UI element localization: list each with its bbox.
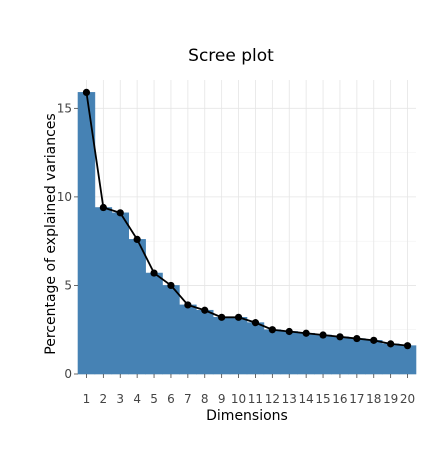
bar bbox=[381, 343, 400, 375]
bar bbox=[398, 345, 417, 375]
y-tick-label: 0 bbox=[64, 367, 72, 381]
data-point bbox=[234, 313, 243, 321]
x-tick-label: 13 bbox=[282, 392, 297, 406]
bar bbox=[297, 332, 315, 375]
x-tick-label: 12 bbox=[265, 392, 280, 406]
data-point bbox=[167, 281, 175, 290]
data-point bbox=[336, 333, 344, 341]
x-tick-label: 6 bbox=[167, 392, 175, 406]
bar bbox=[348, 338, 366, 375]
x-tick-label: 15 bbox=[315, 392, 330, 406]
data-point bbox=[319, 331, 327, 339]
point-series bbox=[82, 88, 412, 350]
data-point bbox=[150, 269, 158, 277]
data-point bbox=[302, 329, 310, 337]
data-point bbox=[268, 326, 276, 334]
data-point bbox=[116, 209, 124, 217]
bar bbox=[111, 212, 130, 375]
x-axis-ticks: 1 2 3 4 5 6 7 8 9 10 11 12 13 14 15 16 17 18 19 20 bbox=[83, 374, 415, 406]
data-point bbox=[353, 334, 361, 343]
bar bbox=[280, 331, 298, 375]
data-point bbox=[184, 301, 192, 309]
x-tick-label: 8 bbox=[201, 392, 209, 406]
x-tick-label: 5 bbox=[150, 392, 158, 406]
data-point bbox=[82, 88, 91, 96]
data-point bbox=[285, 327, 293, 336]
x-tick-label: 19 bbox=[383, 392, 398, 406]
bar bbox=[196, 309, 214, 375]
bar bbox=[94, 207, 113, 375]
y-tick-label: 10 bbox=[57, 190, 72, 204]
bar bbox=[212, 317, 231, 375]
data-point bbox=[218, 313, 226, 321]
y-tick-label: 15 bbox=[57, 101, 72, 115]
data-point bbox=[251, 319, 260, 327]
bar bbox=[179, 304, 197, 375]
x-tick-label: 16 bbox=[332, 392, 347, 406]
data-point bbox=[370, 336, 378, 344]
x-tick-label: 18 bbox=[366, 392, 381, 406]
x-tick-label: 3 bbox=[116, 392, 124, 406]
x-tick-label: 2 bbox=[100, 392, 108, 406]
x-tick-label: 17 bbox=[349, 392, 364, 406]
bar bbox=[162, 285, 180, 375]
x-tick-label: 14 bbox=[299, 392, 314, 406]
y-axis-ticks: 0 5 10 15 bbox=[57, 101, 78, 381]
bar bbox=[314, 334, 332, 375]
bar bbox=[128, 239, 146, 375]
data-point bbox=[133, 235, 141, 243]
x-tick-label: 9 bbox=[218, 392, 226, 406]
bar bbox=[229, 317, 248, 375]
y-axis-title: Percentage of explained variances bbox=[43, 113, 59, 354]
bar bbox=[364, 340, 383, 375]
chart-title: Scree plot bbox=[188, 46, 274, 66]
data-point bbox=[403, 342, 412, 350]
y-tick-label: 5 bbox=[64, 278, 72, 292]
x-tick-label: 7 bbox=[184, 392, 192, 406]
data-point bbox=[99, 203, 107, 212]
x-tick-label: 11 bbox=[248, 392, 263, 406]
x-tick-label: 1 bbox=[83, 392, 91, 406]
data-point bbox=[387, 340, 395, 348]
x-tick-label: 10 bbox=[231, 392, 246, 406]
bar bbox=[246, 322, 265, 375]
x-tick-label: 20 bbox=[400, 392, 415, 406]
data-point bbox=[201, 306, 209, 314]
bar bbox=[331, 336, 349, 375]
x-axis-title: Dimensions bbox=[206, 408, 288, 424]
x-tick-label: 4 bbox=[133, 392, 141, 406]
bar bbox=[263, 329, 282, 375]
bar bbox=[145, 272, 163, 375]
